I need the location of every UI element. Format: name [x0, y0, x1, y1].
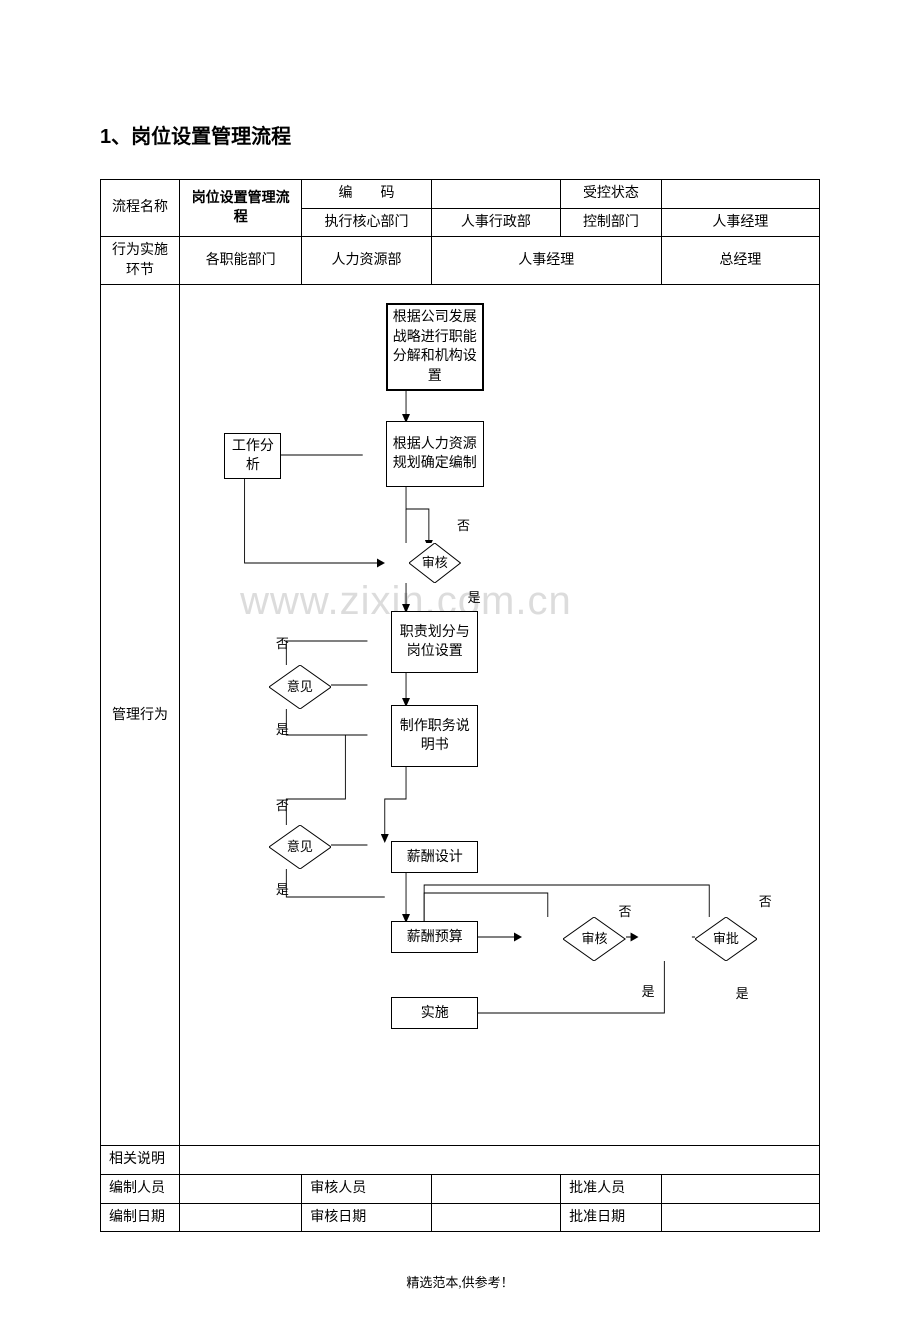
hdr-col-d: 总经理	[661, 237, 819, 285]
node-n7: 薪酬预算	[391, 921, 478, 953]
ft-approver-label: 批准人员	[561, 1174, 662, 1203]
edge-label: 是	[736, 985, 749, 1003]
hdr-core-dept-value: 人事行政部	[431, 208, 560, 237]
edge-label: 是	[276, 721, 289, 739]
hdr-status-label: 受控状态	[561, 180, 662, 209]
process-table: 流程名称 岗位设置管理流程 编 码 受控状态 执行核心部门 人事行政部 控制部门…	[100, 179, 820, 1232]
node-n5: 制作职务说明书	[391, 705, 478, 767]
edge-label: 否	[276, 797, 289, 815]
ft-reviewer-label: 审核人员	[302, 1174, 431, 1203]
node-d1: 审核	[409, 543, 460, 583]
ft-approver-date-value	[661, 1203, 819, 1232]
node-n1: 根据公司发展战略进行职能分解和机构设置	[386, 303, 484, 391]
hdr-code-value	[431, 180, 560, 209]
node-n6: 薪酬设计	[391, 841, 478, 873]
node-n3: 工作分析	[224, 433, 281, 479]
related-value	[180, 1146, 820, 1175]
related-label: 相关说明	[101, 1146, 180, 1175]
node-d3: 意见	[269, 825, 331, 869]
edge-label: 是	[468, 589, 481, 607]
node-d4: 审核	[563, 917, 625, 961]
hdr-ctrl-dept-value: 人事经理	[661, 208, 819, 237]
ft-author-value	[180, 1174, 302, 1203]
edge-label: 否	[276, 635, 289, 653]
node-n2: 根据人力资源规划确定编制	[386, 421, 484, 487]
hdr-status-value	[661, 180, 819, 209]
hdr-process-name-label: 流程名称	[101, 180, 180, 237]
hdr-code-label: 编 码	[302, 180, 431, 209]
ft-author-label: 编制人员	[101, 1174, 180, 1203]
flowchart-arrows	[180, 285, 819, 1145]
edge-label: 否	[619, 903, 632, 921]
node-d5: 审批	[695, 917, 757, 961]
hdr-core-dept-label: 执行核心部门	[302, 208, 431, 237]
node-n4: 职责划分与岗位设置	[391, 611, 478, 673]
side-label: 管理行为	[101, 285, 180, 1146]
ft-author-date-value	[180, 1203, 302, 1232]
hdr-stage-label: 行为实施环节	[101, 237, 180, 285]
edge-label: 否	[457, 517, 470, 535]
ft-reviewer-date-label: 审核日期	[302, 1203, 431, 1232]
ft-reviewer-value	[431, 1174, 560, 1203]
hdr-process-name-value: 岗位设置管理流程	[180, 180, 302, 237]
ft-reviewer-date-value	[431, 1203, 560, 1232]
hdr-col-c: 人事经理	[431, 237, 661, 285]
edge-label: 是	[642, 983, 655, 1001]
ft-author-date-label: 编制日期	[101, 1203, 180, 1232]
page-footer: 精选范本,供参考！	[100, 1272, 820, 1291]
node-n8: 实施	[391, 997, 478, 1029]
ft-approver-date-label: 批准日期	[561, 1203, 662, 1232]
edge-label: 是	[276, 881, 289, 899]
page-title: 1、岗位设置管理流程	[100, 120, 820, 149]
hdr-ctrl-dept-label: 控制部门	[561, 208, 662, 237]
node-d2: 意见	[269, 665, 331, 709]
hdr-col-a: 各职能部门	[180, 237, 302, 285]
ft-approver-value	[661, 1174, 819, 1203]
flowchart-area: www.zixin.com.cn 根据公司发展战略进行职能分解和机构设置根据人力…	[180, 285, 819, 1145]
hdr-col-b: 人力资源部	[302, 237, 431, 285]
edge-label: 否	[759, 893, 772, 911]
